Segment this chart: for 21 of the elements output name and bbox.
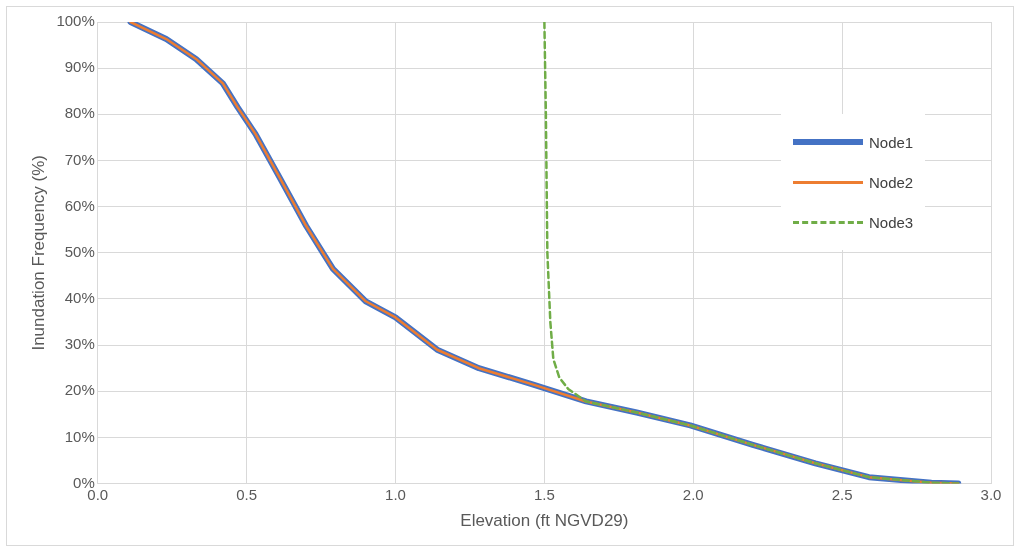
y-tick-label: 80% xyxy=(64,104,95,122)
y-tick-label: 10% xyxy=(64,427,95,445)
x-tick-label: 3.0 xyxy=(980,485,1002,503)
y-tick-label: 70% xyxy=(64,150,95,168)
y-tick-label: 30% xyxy=(64,335,95,353)
legend-label: Node1 xyxy=(869,133,914,151)
x-tick-label: 2.5 xyxy=(831,485,853,503)
y-tick-label: 90% xyxy=(64,58,95,76)
y-tick-label: 40% xyxy=(64,289,95,307)
x-tick-label: 1.0 xyxy=(385,485,406,503)
y-tick-label: 50% xyxy=(64,242,95,260)
legend-label: Node2 xyxy=(869,173,914,191)
y-tick-label: 20% xyxy=(64,381,95,399)
x-tick-label: 0.5 xyxy=(236,485,258,503)
y-tick-label: 100% xyxy=(56,12,95,30)
y-axis-title: Inundation Frequency (%) xyxy=(28,155,48,351)
x-tick-label: 1.5 xyxy=(533,485,555,503)
legend-label: Node3 xyxy=(869,213,914,231)
x-tick-label: 2.0 xyxy=(682,485,704,503)
x-axis-title: Elevation (ft NGVD29) xyxy=(460,511,629,531)
y-tick-label: 60% xyxy=(64,196,95,214)
